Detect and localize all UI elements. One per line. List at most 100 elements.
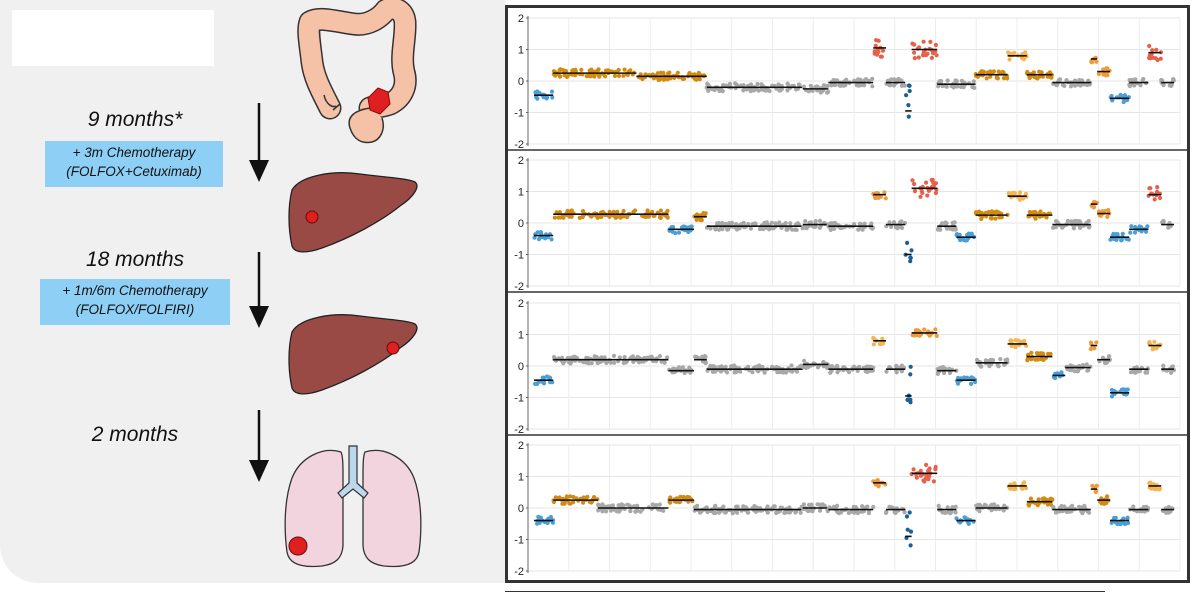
- data-point: [615, 209, 620, 214]
- data-point: [832, 78, 837, 83]
- data-point: [836, 511, 842, 516]
- data-point: [603, 74, 608, 79]
- segment-points: [973, 209, 1010, 221]
- data-point: [1028, 496, 1033, 501]
- data-point: [979, 364, 984, 369]
- data-point: [1051, 225, 1056, 230]
- data-point: [907, 88, 912, 94]
- data-point: [603, 68, 609, 73]
- data-point: [947, 226, 953, 231]
- data-point: [584, 74, 589, 79]
- segment-points: [1146, 185, 1163, 202]
- data-point: [1094, 59, 1099, 64]
- data-point: [580, 215, 585, 220]
- data-point: [625, 502, 630, 507]
- data-point: [699, 218, 704, 223]
- data-point: [798, 510, 803, 515]
- data-point: [750, 370, 755, 375]
- data-point: [846, 510, 851, 516]
- data-point: [908, 372, 913, 377]
- segment-points: [1108, 92, 1131, 105]
- data-point: [571, 494, 576, 500]
- data-point: [710, 369, 715, 374]
- segment-points: [903, 240, 914, 264]
- data-point: [945, 505, 950, 510]
- data-point: [624, 214, 629, 219]
- data-point: [1105, 494, 1110, 499]
- data-point: [1169, 364, 1174, 369]
- data-point: [1027, 501, 1032, 506]
- data-point: [996, 69, 1001, 74]
- data-point: [933, 467, 938, 472]
- data-point: [1099, 501, 1104, 506]
- data-point: [1077, 78, 1082, 83]
- data-point: [925, 193, 930, 198]
- data-point: [1023, 50, 1028, 55]
- segment-points: [909, 462, 938, 484]
- data-point: [910, 41, 915, 46]
- data-point: [678, 494, 683, 499]
- data-point: [905, 527, 910, 532]
- data-point: [855, 510, 861, 515]
- data-point: [905, 240, 910, 245]
- arrow-down-icon: [249, 252, 269, 328]
- data-point: [1040, 74, 1045, 79]
- data-point: [817, 502, 822, 507]
- data-point: [899, 83, 904, 88]
- data-point: [1101, 72, 1106, 77]
- data-point: [613, 215, 618, 220]
- data-point: [1085, 368, 1090, 373]
- segment-points: [910, 177, 939, 199]
- data-point: [1132, 230, 1138, 235]
- segment-points: [936, 503, 958, 516]
- data-point: [832, 226, 837, 231]
- data-point: [1107, 354, 1112, 359]
- data-point: [1129, 224, 1134, 229]
- data-point: [638, 509, 643, 514]
- data-point: [989, 209, 994, 214]
- data-point: [1128, 370, 1134, 375]
- data-point: [981, 69, 986, 74]
- data-point: [622, 67, 627, 72]
- data-point: [1020, 196, 1025, 201]
- data-point: [955, 84, 960, 89]
- data-point: [1058, 77, 1063, 82]
- data-point: [607, 214, 612, 219]
- data-point: [908, 259, 913, 264]
- data-point: [782, 510, 787, 515]
- data-point: [1130, 77, 1135, 82]
- data-point: [586, 361, 591, 366]
- data-point: [931, 479, 936, 484]
- data-point: [1145, 370, 1150, 375]
- data-point: [938, 227, 943, 232]
- data-point: [838, 83, 843, 88]
- data-point: [884, 510, 889, 515]
- data-point: [871, 342, 876, 347]
- data-point: [1080, 511, 1085, 516]
- data-point: [1090, 483, 1095, 488]
- data-point: [941, 370, 947, 376]
- data-point: [1035, 357, 1041, 362]
- data-point: [878, 54, 883, 59]
- data-point: [773, 221, 778, 226]
- data-point: [708, 226, 713, 231]
- data-point: [721, 83, 726, 88]
- data-point: [1109, 387, 1115, 393]
- data-point: [1028, 74, 1033, 79]
- data-point: [1147, 481, 1152, 486]
- data-point: [1118, 522, 1123, 527]
- data-point: [1017, 190, 1023, 195]
- data-point: [803, 219, 808, 224]
- data-point: [998, 357, 1003, 362]
- data-point: [866, 364, 871, 369]
- data-point: [1169, 370, 1174, 375]
- data-point: [821, 360, 826, 365]
- data-point: [768, 226, 773, 231]
- y-tick-label: 0: [518, 76, 524, 88]
- arrow-down-icon: [249, 103, 269, 182]
- data-point: [1152, 339, 1157, 344]
- data-point: [741, 88, 746, 93]
- data-point: [1072, 78, 1078, 83]
- data-point: [755, 81, 760, 87]
- copy-number-panel: 2 1 0 -1 -2: [508, 13, 1187, 151]
